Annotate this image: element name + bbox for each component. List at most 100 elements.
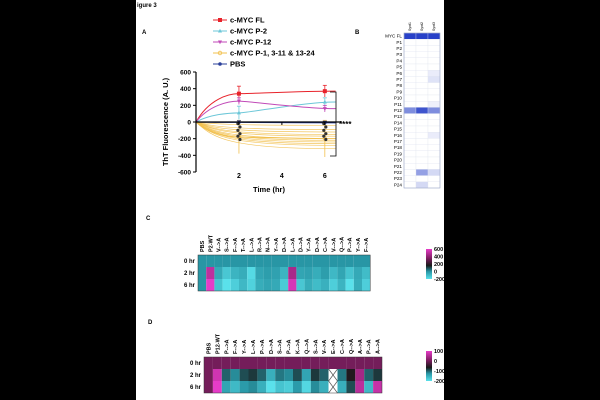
heatmap-d-column-label: P12-WT (215, 333, 221, 354)
panel-a-label: A (142, 30, 147, 36)
array-cell (427, 163, 441, 170)
array-cell (415, 144, 429, 151)
array-cell (403, 94, 417, 102)
data-point (238, 125, 242, 129)
heatmap-c-column-label: D-->A (299, 237, 305, 252)
heatmap-d-cell (337, 357, 347, 369)
x-tick-label: 4 (280, 173, 284, 180)
y-tick-label: 600 (180, 70, 191, 77)
heatmap-c-cell (198, 267, 207, 279)
heatmap-d-column-label: A-->A (358, 339, 364, 354)
heatmap-d-cell (284, 369, 293, 381)
heatmap-d-column-label: S-->A (313, 339, 319, 354)
array-row-label: P24 (394, 182, 403, 187)
heatmap-d-cell (212, 357, 222, 369)
heatmap-c-column-label: Q-->A (340, 237, 346, 252)
array-cell (403, 70, 417, 77)
heatmap-d-cell (310, 381, 320, 393)
heatmap-d-cell (293, 381, 302, 393)
heatmap-c-column-label: V-->A (217, 238, 223, 252)
significance-bracket (330, 91, 337, 157)
legend-marker (217, 50, 223, 56)
heatmap-c-cell (329, 267, 338, 279)
y-tick-label: 200 (180, 103, 191, 110)
array-row-label: P8 (396, 83, 402, 88)
yellow-curve (195, 121, 336, 126)
array-cell (427, 119, 441, 127)
array-cell (403, 51, 417, 58)
panel-b-label: B (355, 30, 360, 36)
array-cell (403, 57, 417, 65)
array-cell (415, 119, 429, 127)
y-axis-label: ThT Fluorescence (A. U.) (161, 77, 170, 166)
heatmap-d-cell (364, 357, 374, 369)
heatmap-c-cell (198, 279, 207, 291)
heatmap-d-column-label: V-->A (322, 340, 328, 354)
array-cell (415, 88, 429, 96)
array-cell (415, 76, 429, 83)
array-cell (415, 132, 429, 139)
heatmap-d-cell (346, 369, 356, 381)
heatmap-d-column-label: F-->A (233, 340, 239, 354)
array-cell (427, 76, 441, 83)
array-cell (427, 51, 441, 58)
array-border (403, 32, 441, 189)
data-point (238, 137, 242, 142)
heatmap-d-cell (266, 369, 276, 381)
heatmap-c-cell (206, 279, 215, 291)
array-cell (427, 63, 441, 71)
array-cell (427, 88, 441, 96)
heatmap-d-cell (364, 381, 374, 393)
heatmap-c-cell (353, 279, 362, 291)
array-cell (415, 101, 429, 108)
heatmap-c-cell (230, 267, 239, 279)
heatmap-c-column-label: V-->A (331, 238, 337, 252)
heatmap-c-cell (345, 255, 354, 267)
array-cell (427, 101, 441, 108)
array-row-label: P14 (394, 120, 403, 125)
heatmap-d-cell (248, 381, 258, 393)
heatmap-c-cell (312, 267, 321, 279)
heatmap-c-cell (288, 279, 297, 291)
heatmap-d-cell (221, 381, 231, 393)
heatmap-c-cell (312, 279, 321, 291)
series-line (195, 100, 336, 123)
array-cell (427, 175, 441, 182)
heatmap-c-cell (337, 255, 346, 267)
array-cell (403, 169, 417, 176)
heatmap-c-column-label: Y-->A (307, 238, 313, 252)
array-cell (427, 138, 441, 145)
array-cell (415, 63, 429, 71)
array-row-label: P5 (396, 65, 402, 70)
array-row-label: P6 (396, 71, 402, 76)
y-tick-label: -400 (178, 153, 191, 160)
heatmap-d-column-label: A-->A (376, 339, 382, 354)
heatmap-d-column-label: S-->A (278, 339, 284, 354)
array-cell (427, 70, 441, 77)
heatmap-c-cell (362, 267, 371, 279)
array-cell (415, 163, 429, 170)
array-row-label: P18 (394, 145, 403, 150)
heatmap-c-column-label: L-->A (249, 238, 255, 252)
array-cell (427, 150, 441, 158)
array-row-label: P12 (394, 108, 403, 113)
data-point (324, 137, 328, 142)
array-cell (415, 181, 429, 189)
heatmap-d-cell (301, 369, 311, 381)
array-cell (427, 144, 441, 151)
data-point (322, 89, 327, 94)
array-column-label: Synt2 (420, 22, 424, 31)
heatmap-d-column-label: L-->A (251, 340, 257, 354)
heatmap-c-cell (288, 255, 297, 267)
heatmap-d-cell (212, 369, 222, 381)
heatmap-c-cell (280, 255, 289, 267)
x-tick-label: 2 (237, 173, 241, 180)
array-cell (403, 107, 417, 114)
heatmap-d-cell (337, 369, 347, 381)
heatmap-c-cell (222, 267, 231, 279)
heatmap-d-column-label: E-->A (331, 339, 337, 354)
legend-label: PBS (230, 60, 245, 69)
heatmap-c-cell (263, 255, 272, 267)
array-cell (403, 125, 417, 133)
heatmap-c-cell (362, 279, 371, 291)
